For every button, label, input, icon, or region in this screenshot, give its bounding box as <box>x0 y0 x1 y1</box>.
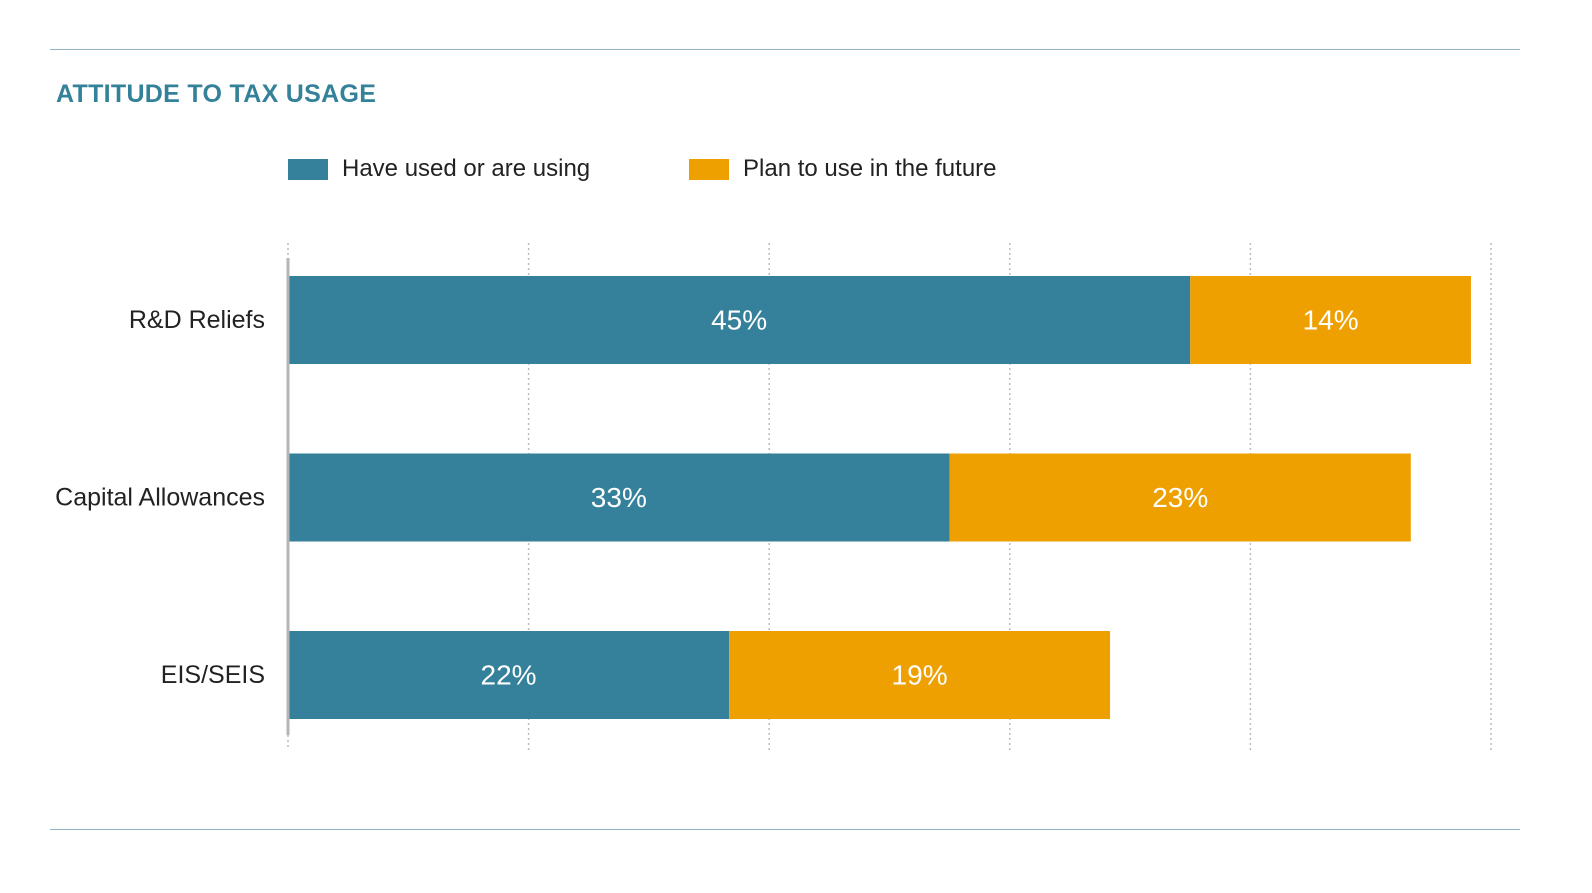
category-label-0: R&D Reliefs <box>129 306 265 334</box>
bar-1-0 <box>288 453 950 542</box>
bar-label-1-1: 23% <box>1152 482 1208 513</box>
bar-label-0-1: 14% <box>1303 305 1359 336</box>
bar-2-1 <box>729 631 1111 719</box>
bar-2-0 <box>288 631 730 719</box>
top-divider <box>50 49 1520 50</box>
chart-title: ATTITUDE TO TAX USAGE <box>56 80 377 108</box>
category-label-1: Capital Allowances <box>55 484 265 512</box>
bar-label-0-0: 45% <box>711 305 767 336</box>
legend-label-plan: Plan to use in the future <box>743 155 997 182</box>
legend-item-used: Have used or are using <box>288 155 590 183</box>
bar-1-1 <box>949 453 1411 542</box>
bar-label-2-0: 22% <box>481 660 537 691</box>
legend-item-plan: Plan to use in the future <box>689 155 997 183</box>
category-label-2: EIS/SEIS <box>161 661 265 689</box>
legend-swatch-used <box>288 158 328 180</box>
legend-swatch-plan <box>689 158 729 180</box>
legend-label-used: Have used or are using <box>342 155 591 182</box>
bottom-divider <box>50 829 1520 830</box>
bar-label-2-1: 19% <box>892 660 948 691</box>
bar-0-0 <box>288 276 1191 364</box>
bar-0-1 <box>1190 276 1471 364</box>
bar-label-1-0: 33% <box>591 482 647 513</box>
